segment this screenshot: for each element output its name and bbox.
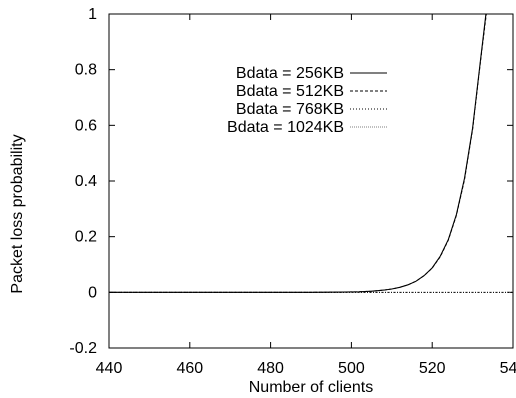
y-tick-label: 0.4 bbox=[75, 173, 97, 190]
x-axis: 440 460 480 500 520 540 bbox=[96, 14, 516, 377]
series-line-0 bbox=[109, 13, 487, 293]
x-tick-label: 500 bbox=[338, 360, 365, 377]
y-axis: -0.2 0 0.2 0.4 0.6 0.8 1 bbox=[69, 6, 513, 357]
legend-label: Bdata = 256KB bbox=[236, 65, 344, 82]
legend-label: Bdata = 768KB bbox=[236, 101, 344, 118]
legend-label: Bdata = 512KB bbox=[236, 83, 344, 100]
y-axis-title: Packet loss probability bbox=[9, 134, 26, 293]
legend-label: Bdata = 1024KB bbox=[227, 119, 344, 136]
y-tick-label: 0.2 bbox=[75, 229, 97, 246]
x-tick-label: 440 bbox=[96, 360, 123, 377]
series-layer bbox=[109, 13, 513, 293]
y-tick-label: 0.6 bbox=[75, 117, 97, 134]
series-line-1 bbox=[109, 13, 487, 293]
y-tick-label: 1 bbox=[88, 6, 97, 23]
x-tick-label: 480 bbox=[257, 360, 284, 377]
y-tick-label: 0 bbox=[88, 284, 97, 301]
x-tick-label: 540 bbox=[500, 360, 516, 377]
y-tick-label: 0.8 bbox=[75, 62, 97, 79]
x-axis-title: Number of clients bbox=[249, 379, 374, 396]
y-tick-label: -0.2 bbox=[69, 340, 97, 357]
x-tick-label: 460 bbox=[176, 360, 203, 377]
x-tick-label: 520 bbox=[419, 360, 446, 377]
